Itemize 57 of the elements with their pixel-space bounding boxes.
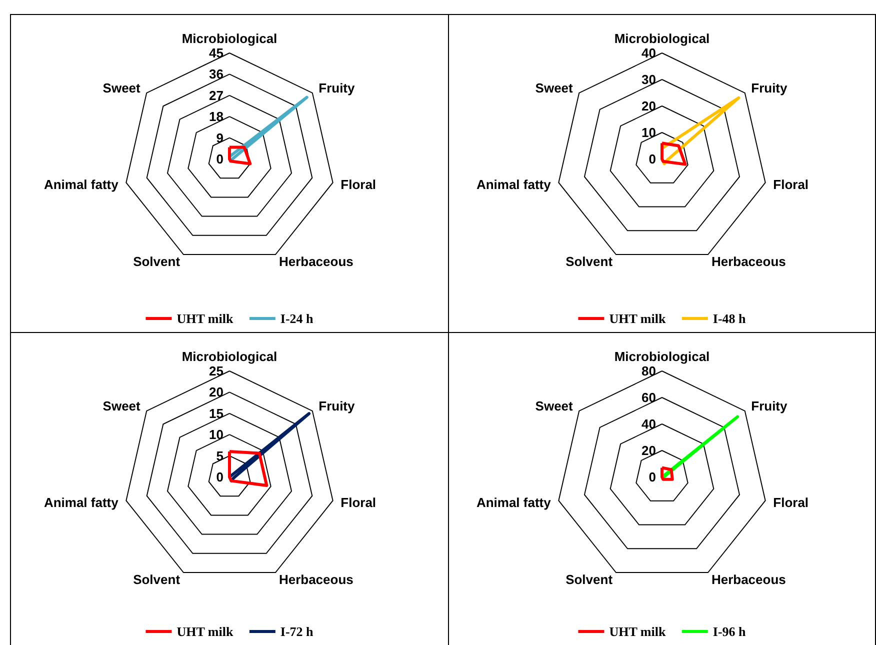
- legend-label: I-96 h: [712, 624, 747, 639]
- spoke-label: Solvent: [566, 572, 614, 588]
- y-tick-label: 18: [209, 109, 224, 124]
- y-tick-label: 60: [642, 390, 656, 405]
- legend-label: UHT milk: [176, 311, 234, 326]
- spoke-label: Animal fatty: [44, 494, 120, 510]
- spoke-label: Microbiological: [182, 31, 278, 46]
- spoke-label: Fruity: [318, 80, 356, 96]
- spoke-label: Animal fatty: [44, 176, 120, 192]
- y-tick-label: 36: [209, 66, 224, 82]
- y-tick-label: 10: [209, 427, 224, 442]
- spoke-label: Sweet: [102, 398, 142, 414]
- spoke-label: Microbiological: [614, 31, 710, 46]
- spoke-label: Animal fatty: [476, 176, 552, 192]
- legend-label: UHT milk: [176, 624, 234, 639]
- y-tick-label: 25: [209, 364, 224, 378]
- y-tick-label: 0: [648, 470, 656, 484]
- spoke-label: Solvent: [133, 254, 181, 270]
- spoke-label: Microbiological: [182, 349, 278, 364]
- legend-label: I-72 h: [280, 624, 314, 639]
- spoke-label: Sweet: [102, 80, 142, 96]
- legend-label: UHT milk: [609, 311, 666, 326]
- spoke-label: Fruity: [751, 80, 788, 96]
- spoke-label: Floral: [773, 494, 809, 510]
- y-tick-label: 80: [642, 364, 656, 378]
- spoke-label: Animal fatty: [476, 494, 552, 510]
- y-tick-label: 40: [642, 416, 656, 432]
- spoke-label: Fruity: [751, 398, 788, 414]
- y-tick-label: 0: [216, 152, 224, 166]
- legend-label: UHT milk: [609, 624, 666, 639]
- spoke-label: Solvent: [133, 572, 181, 588]
- y-tick-label: 0: [648, 152, 656, 166]
- spoke-label: Floral: [340, 176, 376, 192]
- spoke-label: Herbaceous: [711, 572, 786, 588]
- legend-label: I-48 h: [712, 311, 747, 326]
- spoke-label: Floral: [773, 176, 809, 192]
- spoke-label: Floral: [340, 494, 376, 510]
- y-tick-label: 20: [642, 443, 656, 458]
- y-tick-label: 45: [209, 46, 224, 60]
- spoke-label: Herbaceous: [711, 254, 786, 270]
- y-tick-label: 40: [642, 46, 656, 60]
- y-tick-label: 20: [642, 98, 656, 114]
- y-tick-label: 20: [209, 384, 224, 400]
- spoke-label: Herbaceous: [278, 254, 354, 270]
- y-tick-label: 30: [642, 72, 656, 87]
- legend-label: I-24 h: [280, 311, 314, 326]
- y-tick-label: 9: [216, 130, 224, 146]
- spoke-label: Herbaceous: [278, 572, 354, 588]
- spoke-label: Sweet: [535, 398, 574, 414]
- spoke-label: Sweet: [535, 80, 574, 96]
- y-tick-label: 0: [216, 470, 224, 484]
- y-tick-label: 27: [209, 88, 224, 103]
- y-tick-label: 10: [642, 125, 656, 140]
- spoke-label: Solvent: [566, 254, 614, 270]
- spoke-label: Fruity: [318, 398, 356, 414]
- spoke-label: Microbiological: [614, 349, 710, 364]
- y-tick-label: 15: [209, 406, 224, 421]
